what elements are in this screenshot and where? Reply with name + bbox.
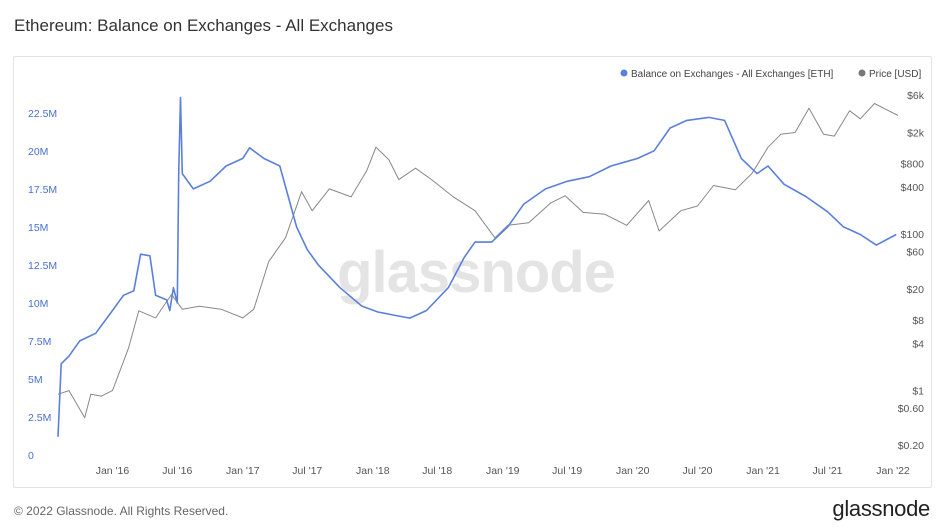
- legend-label-balance[interactable]: Balance on Exchanges - All Exchanges [ET…: [631, 69, 834, 80]
- y-right-tick-label: $0.60: [898, 403, 924, 415]
- y-right-tick-label: $800: [901, 159, 925, 171]
- y-right-tick-label: $6k: [907, 90, 925, 102]
- y-right-tick-label: $400: [901, 182, 925, 194]
- legend-label-price[interactable]: Price [USD]: [869, 69, 921, 80]
- y-left-tick-label: 0: [28, 450, 34, 462]
- y-left-tick-label: 20M: [28, 146, 48, 158]
- page-title: Ethereum: Balance on Exchanges - All Exc…: [14, 16, 393, 35]
- x-tick-label: Jan '21: [746, 465, 780, 477]
- y-right-tick-label: $1: [912, 386, 924, 398]
- x-tick-label: Jan '20: [616, 465, 650, 477]
- y-right-tick-label: $8: [912, 315, 924, 327]
- legend-marker-price: [858, 69, 866, 77]
- x-tick-label: Jul '19: [552, 465, 582, 477]
- y-left-tick-label: 2.5M: [28, 412, 51, 424]
- x-tick-label: Jul '17: [292, 465, 322, 477]
- y-right-tick-label: $2k: [907, 128, 925, 140]
- x-tick-label: Jan '22: [876, 465, 910, 477]
- y-left-tick-label: 15M: [28, 222, 48, 234]
- x-tick-label: Jul '20: [683, 465, 713, 477]
- copyright-text: © 2022 Glassnode. All Rights Reserved.: [14, 504, 229, 518]
- y-right-tick-label: $60: [906, 247, 924, 259]
- y-left-tick-label: 12.5M: [28, 260, 57, 272]
- y-right-tick-label: $4: [912, 339, 924, 351]
- x-tick-label: Jan '17: [226, 465, 260, 477]
- x-tick-label: Jan '16: [96, 465, 130, 477]
- y-left-tick-label: 17.5M: [28, 184, 57, 196]
- x-tick-label: Jul '18: [422, 465, 452, 477]
- y-left-tick-label: 5M: [28, 374, 43, 386]
- legend-marker-balance: [620, 69, 628, 77]
- x-tick-label: Jan '18: [356, 465, 390, 477]
- chart-watermark: glassnode: [337, 240, 615, 305]
- y-left-tick-label: 7.5M: [28, 336, 51, 348]
- y-left-tick-label: 10M: [28, 298, 48, 310]
- series-line-balance: [57, 96, 897, 437]
- y-right-tick-label: $100: [901, 229, 925, 241]
- x-tick-label: Jul '21: [812, 465, 842, 477]
- y-right-tick-label: $0.20: [898, 440, 924, 452]
- y-right-tick-label: $20: [906, 284, 924, 296]
- chart-panel: [13, 56, 932, 488]
- y-left-tick-label: 22.5M: [28, 108, 57, 120]
- brand-logo[interactable]: glassnode: [832, 496, 930, 521]
- x-tick-label: Jan '19: [486, 465, 520, 477]
- x-tick-label: Jul '16: [162, 465, 192, 477]
